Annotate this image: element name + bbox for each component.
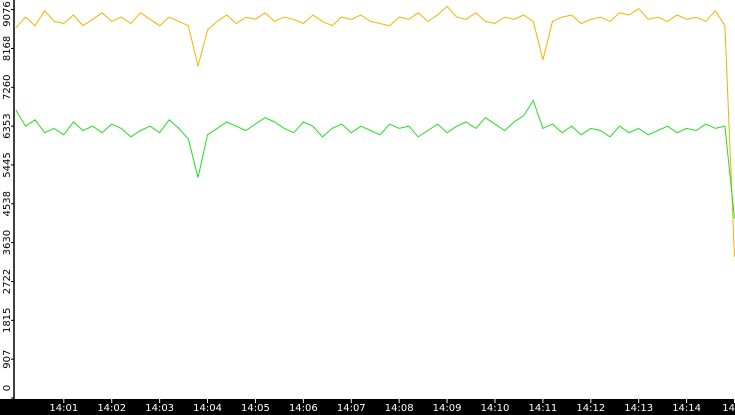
x-tick-label: 14:05: [241, 403, 270, 414]
y-tick-label: 9076: [2, 1, 13, 26]
x-tick-label: 14:13: [624, 403, 653, 414]
y-tick-label: 8168: [2, 36, 13, 61]
x-tick-label: 14:03: [145, 403, 174, 414]
x-axis-band: [0, 399, 735, 415]
y-tick-label: 4538: [2, 191, 13, 216]
x-tick-label: 14:02: [97, 403, 126, 414]
x-tick-label: 14:06: [289, 403, 318, 414]
y-tick-label: 2722: [2, 269, 13, 294]
series-line: [15, 99, 735, 219]
y-tick-label: 7260: [2, 75, 13, 100]
x-tick-label: 14:11: [528, 403, 557, 414]
x-tick-label: 14:08: [385, 403, 414, 414]
y-tick-label: 6353: [2, 113, 13, 138]
y-tick-label: 1815: [2, 308, 13, 333]
x-tick-label: 14:12: [576, 403, 605, 414]
x-tick-label: 14:09: [433, 403, 462, 414]
y-tick-label: 0: [2, 385, 13, 391]
x-tick-label: 14:10: [481, 403, 510, 414]
y-tick-label: 5445: [2, 152, 13, 177]
x-tick-label: 14: [722, 403, 735, 414]
y-tick-label: 3630: [2, 230, 13, 255]
x-tick-label: 14:04: [193, 403, 222, 414]
series-line: [15, 5, 735, 257]
x-tick-label: 14:14: [672, 403, 701, 414]
x-tick-label: 14:01: [49, 403, 78, 414]
x-tick-label: 14:07: [337, 403, 366, 414]
y-tick-label: 907: [2, 350, 13, 369]
